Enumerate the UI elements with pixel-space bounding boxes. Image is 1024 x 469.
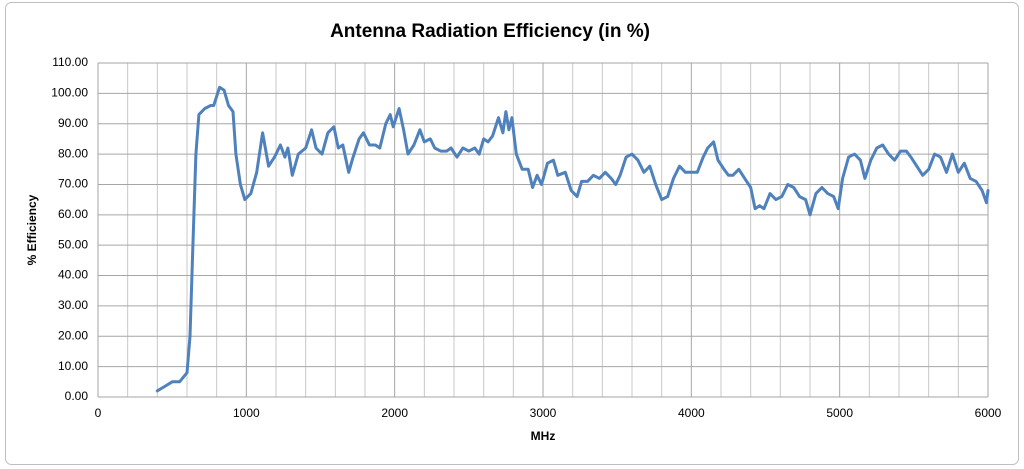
x-tick-label: 1000 — [233, 406, 260, 420]
y-tick-label: 40.00 — [58, 268, 88, 282]
x-tick-label: 2000 — [381, 406, 408, 420]
x-tick-label: 5000 — [826, 406, 853, 420]
x-axis-label: MHz — [531, 429, 556, 443]
chart-border — [5, 2, 1019, 465]
x-tick-label: 6000 — [975, 406, 1002, 420]
chart-title: Antenna Radiation Efficiency (in %) — [330, 21, 650, 42]
x-tick-label: 0 — [95, 406, 102, 420]
y-tick-label: 30.00 — [58, 298, 88, 312]
y-tick-label: 60.00 — [58, 207, 88, 221]
y-tick-label: 90.00 — [58, 116, 88, 130]
x-tick-label: 4000 — [678, 406, 705, 420]
y-tick-label: 100.00 — [51, 86, 88, 100]
y-tick-label: 80.00 — [58, 146, 88, 160]
y-tick-label: 50.00 — [58, 237, 88, 251]
x-tick-label: 3000 — [530, 406, 557, 420]
y-tick-label: 110.00 — [52, 55, 88, 69]
y-tick-label: 70.00 — [58, 177, 88, 191]
y-tick-label: 0.00 — [65, 389, 89, 403]
y-tick-label: 10.00 — [58, 359, 88, 373]
y-axis-label: % Efficiency — [25, 194, 39, 265]
y-tick-label: 20.00 — [58, 328, 88, 342]
data-line — [155, 85, 990, 393]
